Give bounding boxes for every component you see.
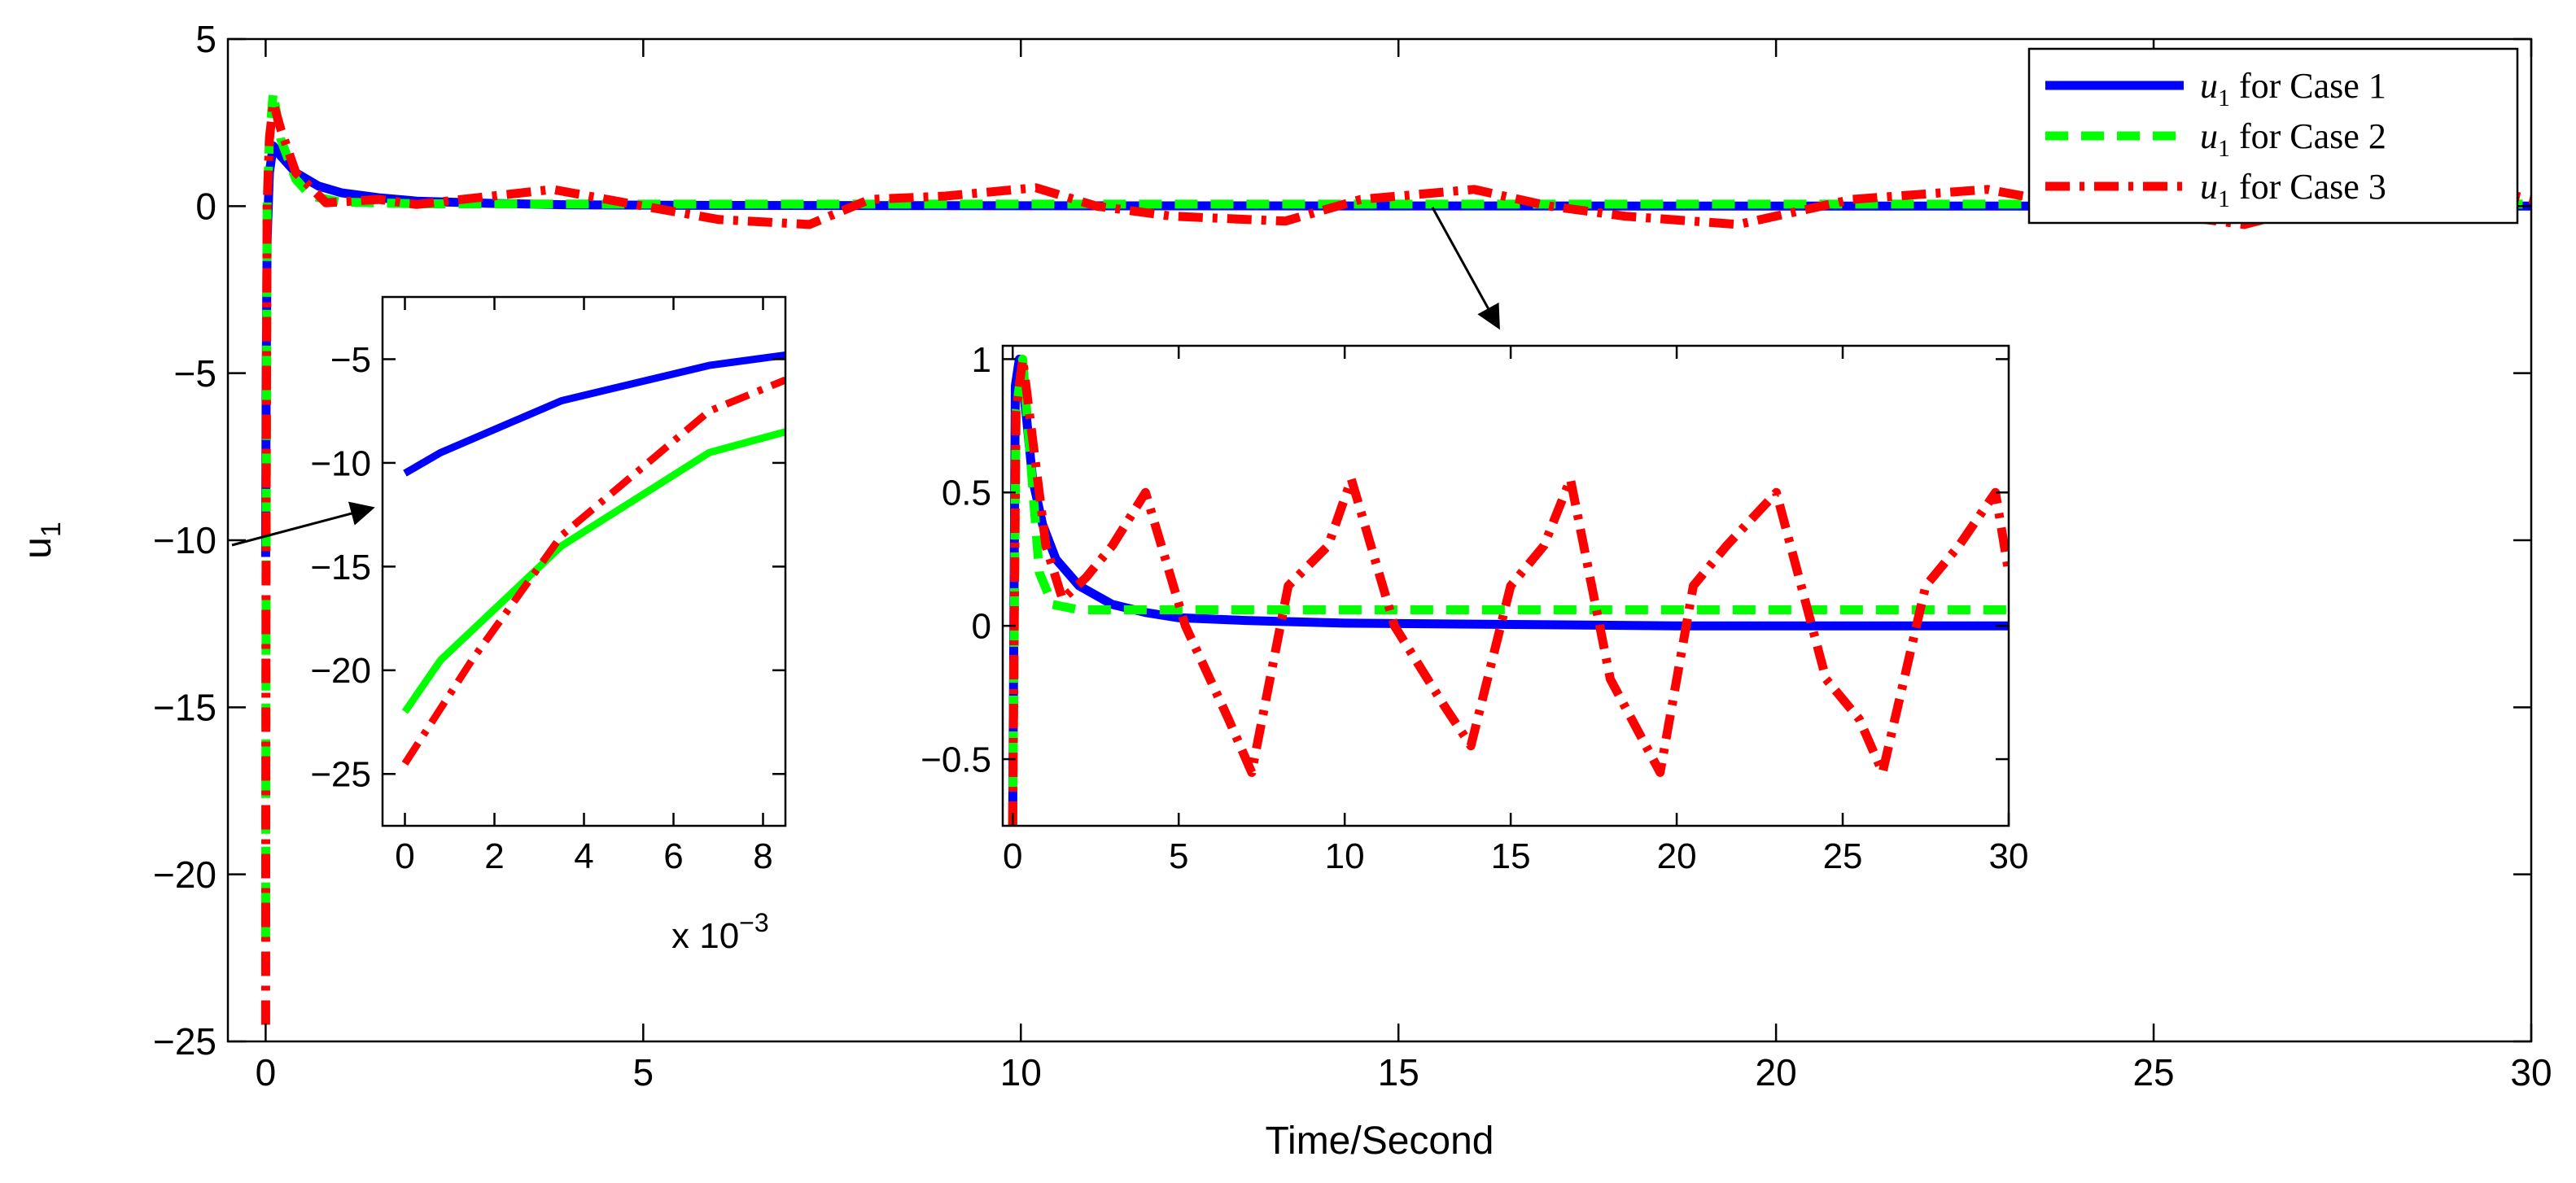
inset-right-ytick-label: −0.5: [921, 740, 991, 779]
main-ytick-label: 5: [195, 18, 216, 60]
inset-left-ytick-label: −10: [310, 443, 371, 483]
inset-left-series-group: [401, 351, 785, 766]
inset-right-xtick-label: 10: [1325, 836, 1365, 876]
inset-right-series-group: [1008, 354, 2009, 826]
inset-right-xtick-label: 30: [1989, 836, 2029, 876]
inset-right-ytick-label: 0: [972, 607, 991, 647]
inset-right-series-line-3: [1008, 354, 2009, 826]
main-series-group: [260, 88, 2531, 1025]
inset-left-ytick-label: −25: [310, 755, 371, 795]
inset-left-xtick-label: 6: [663, 836, 683, 876]
inset-left-xtick-label: 4: [574, 836, 593, 876]
inset-right-xtick-label: 0: [1003, 836, 1022, 876]
zoom-arrows: [231, 207, 1500, 547]
inset-right-ytick-label: 0.5: [942, 474, 991, 513]
inset-left-ytick-label: −5: [330, 340, 371, 380]
inset-right-xtick-label: 15: [1491, 836, 1531, 876]
inset-left-xtick-label: 8: [753, 836, 772, 876]
arrow-to-inset-right: [1431, 207, 1500, 330]
main-ytick-label: −20: [153, 853, 216, 896]
inset-left-ytick-label: −20: [310, 651, 371, 691]
main-ytick-label: −15: [153, 686, 216, 728]
main-ytick-label: −5: [174, 352, 216, 395]
main-ytick-label: −25: [153, 1020, 216, 1063]
inset-left-series-line-2: [401, 428, 785, 714]
inset-right-series-line-2: [1008, 354, 2009, 826]
inset-right-ytick-label: 1: [972, 340, 991, 380]
inset-right-background: [1003, 346, 2009, 826]
main-xtick-label: 5: [633, 1051, 654, 1094]
legend-label-1: u1 for Case 1: [2200, 66, 2386, 111]
main-ytick-label: −10: [153, 519, 216, 561]
main-xtick-label: 10: [1000, 1051, 1042, 1094]
main-ylabel: u1: [16, 522, 67, 559]
inset-left-xtick-label: 2: [484, 836, 504, 876]
inset-left-plot: 0 2 4 6 8 −25 −20 −15 −10 −5 x 10−3: [310, 295, 787, 956]
legend-label-2: u1 for Case 2: [2200, 116, 2386, 162]
main-xlabel: Time/Second: [1265, 1120, 1494, 1163]
inset-right-xtick-label: 25: [1823, 836, 1863, 876]
legend-box: [2027, 47, 2519, 225]
main-xtick-label: 25: [2132, 1051, 2174, 1094]
inset-left-series-line-3: [401, 376, 785, 766]
main-xtick-label: 30: [2510, 1051, 2552, 1094]
legend: u1 for Case 1 u1 for Case 2 u1 for Case 3: [2027, 47, 2519, 225]
legend-label-3: u1 for Case 3: [2200, 167, 2386, 212]
main-ytick-label: 0: [195, 185, 216, 227]
inset-left-xtick-label: 0: [395, 836, 414, 876]
main-series-line-3: [260, 98, 2531, 1025]
main-xtick-label: 15: [1378, 1051, 1419, 1094]
inset-left-ytick-label: −15: [310, 548, 371, 587]
inset-right-axes-frame: [1001, 344, 2010, 827]
inset-left-series-line-1: [403, 351, 785, 477]
inset-right-plot: 0 5 10 15 20 25 30 −0.5 0 0.5 1: [921, 340, 2028, 876]
main-xtick-label: 20: [1756, 1051, 1797, 1094]
inset-right-xtick-label: 5: [1169, 836, 1188, 876]
inset-left-x-multiplier: x 10−3: [671, 908, 769, 956]
inset-right-xtick-label: 20: [1657, 836, 1697, 876]
inset-left-background: [383, 297, 785, 826]
arrow-to-inset-left: [231, 501, 375, 547]
main-xtick-label: 0: [256, 1051, 277, 1094]
